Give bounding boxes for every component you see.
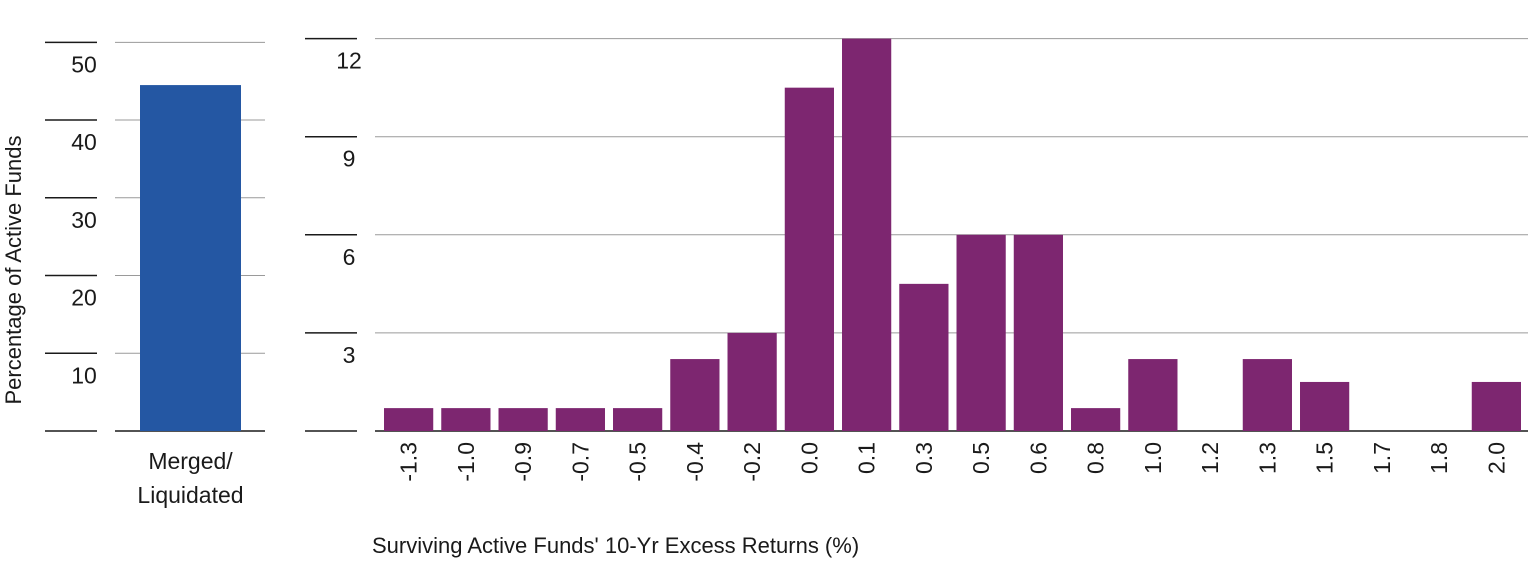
bar [1471,381,1521,431]
x-tick-label: Liquidated [137,482,243,508]
bar [727,332,777,431]
y-tick-label: 50 [71,51,97,77]
bar [1128,359,1178,431]
bar [1071,408,1121,431]
x-tick-label: 0.3 [911,442,937,474]
y-axis-title: Percentage of Active Funds [1,135,26,404]
x-tick-label: Merged/ [148,448,233,474]
x-tick-label: 0.6 [1025,442,1051,474]
bar [899,283,949,431]
right-histogram-panel: 3 6 9 12 -1.3 -1.0 -0.9 -0.7 -0.5 -0.4 -0.2 0.0 0.1 0… [305,37,1528,482]
bar [670,359,720,431]
x-tick-label: -0.5 [625,442,651,482]
bar [1242,359,1292,431]
bar [498,408,548,431]
x-tick-label: 0.0 [796,442,822,474]
x-axis-title: Surviving Active Funds' 10-Yr Excess Ret… [372,533,859,558]
x-tick-label: -0.7 [567,442,593,482]
bar [842,38,892,431]
bar [956,234,1006,431]
y-tick-label: 30 [71,207,97,233]
x-tick-label: 1.0 [1140,442,1166,474]
y-tick-label: 20 [71,285,97,311]
x-tick-label: -1.0 [453,442,479,482]
bar [384,408,434,431]
bar [1013,234,1063,431]
y-tick-label: 9 [343,146,356,172]
y-tick-label: 3 [343,342,356,368]
bar [140,85,241,431]
left-bar-panel: 10 20 30 40 50 Merged/Liquidated [45,41,265,508]
y-tick-label: 10 [71,362,97,388]
x-tick-label: 2.0 [1483,442,1509,474]
bar [555,408,605,431]
x-tick-label: 1.2 [1197,442,1223,474]
y-tick-label: 40 [71,129,97,155]
x-tick-label: -0.2 [739,442,765,482]
y-tick-label: 6 [343,244,356,270]
bar [613,408,663,431]
bar [784,87,834,432]
x-tick-label: 1.8 [1426,442,1452,474]
x-tick-label: -0.9 [510,442,536,482]
bar [1300,381,1350,431]
x-tick-label: 1.7 [1369,442,1395,474]
x-tick-label: 1.3 [1254,442,1280,474]
x-tick-label: 0.1 [854,442,880,474]
x-tick-label: 0.5 [968,442,994,474]
y-tick-label: 12 [336,48,362,74]
x-tick-label: -1.3 [396,442,422,482]
bar [441,408,491,431]
x-tick-label: -0.4 [682,442,708,482]
x-tick-label: 0.8 [1083,442,1109,474]
x-tick-label: 1.5 [1312,442,1338,474]
